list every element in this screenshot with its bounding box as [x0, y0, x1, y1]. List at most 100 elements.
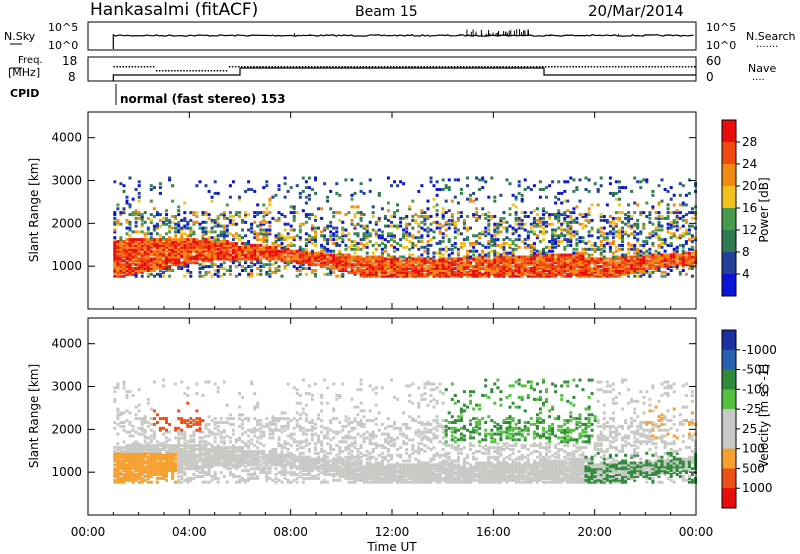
heatmap-cell — [523, 263, 527, 267]
heatmap-cell — [238, 247, 241, 251]
heatmap-cell — [441, 269, 445, 272]
heatmap-cell — [614, 269, 618, 272]
heatmap-cell — [241, 422, 244, 426]
heatmap-cell — [356, 270, 360, 274]
heatmap-cell — [499, 265, 503, 269]
heatmap-cell — [213, 449, 217, 453]
heatmap-cell — [277, 232, 281, 236]
heatmap-cell — [456, 216, 460, 220]
heatmap-cell — [222, 238, 226, 242]
heatmap-cell — [231, 218, 235, 222]
heatmap-cell — [122, 259, 126, 263]
nave-dot — [648, 66, 650, 68]
heatmap-cell — [365, 226, 369, 230]
heatmap-cell — [134, 269, 138, 272]
heatmap-cell — [155, 253, 159, 257]
heatmap-cell — [435, 193, 439, 197]
heatmap-cell — [162, 446, 165, 450]
nave-dot — [332, 66, 334, 68]
heatmap-cell — [250, 224, 254, 228]
heatmap-cell — [590, 234, 594, 238]
heatmap-cell — [639, 180, 643, 184]
heatmap-cell — [675, 263, 679, 267]
heatmap-cell — [225, 453, 229, 457]
heatmap-cell — [380, 255, 384, 259]
heatmap-cell — [517, 263, 521, 267]
nave-dot — [307, 66, 310, 68]
heatmap-cell — [216, 257, 220, 261]
nave-dots — [113, 66, 696, 72]
heatmap-cell — [162, 242, 165, 245]
heatmap-cell — [155, 257, 159, 261]
heatmap-cell — [663, 253, 667, 257]
heatmap-cell — [469, 193, 472, 197]
heatmap-cell — [210, 247, 214, 251]
heatmap-cell — [520, 226, 524, 230]
heatmap-cell — [174, 436, 178, 440]
heatmap-cell — [146, 232, 150, 236]
heatmap-cell — [168, 463, 172, 467]
heatmap-cell — [201, 469, 205, 473]
heatmap-cell — [545, 272, 548, 276]
heatmap-cell — [499, 230, 503, 234]
heatmap-cell — [213, 249, 217, 253]
velocity-heatmap-cells — [113, 378, 697, 484]
heatmap-cell — [262, 232, 266, 236]
heatmap-cell — [204, 422, 208, 426]
heatmap-cell — [201, 243, 205, 247]
nave-dot — [304, 66, 307, 68]
heatmap-cell — [225, 253, 229, 257]
heatmap-cell — [499, 243, 503, 247]
heatmap-cell — [602, 270, 606, 274]
heatmap-cell — [517, 222, 521, 226]
heatmap-cell — [119, 255, 123, 259]
heatmap-cell — [189, 440, 193, 444]
heatmap-cell — [459, 265, 463, 269]
heatmap-cell — [122, 386, 126, 390]
heatmap-cell — [447, 226, 451, 230]
heatmap-cell — [289, 242, 293, 245]
heatmap-cell — [238, 448, 241, 451]
heatmap-cell — [459, 272, 463, 276]
heatmap-cell — [216, 274, 220, 278]
heatmap-cell — [192, 434, 196, 438]
heatmap-cell — [174, 428, 178, 432]
heatmap-cell — [158, 267, 162, 270]
heatmap-cell — [478, 232, 482, 236]
heatmap-cell — [614, 245, 618, 249]
heatmap-cell — [684, 193, 688, 197]
heatmap-cell — [687, 247, 691, 251]
heatmap-cell — [636, 232, 640, 236]
heatmap-cell — [238, 195, 241, 199]
heatmap-cell — [484, 269, 488, 272]
heatmap-cell — [611, 259, 615, 263]
heatmap-cell — [359, 211, 363, 215]
heatmap-cell — [192, 455, 196, 459]
heatmap-cell — [238, 234, 241, 238]
heatmap-cell — [216, 386, 220, 390]
heatmap-cell — [171, 446, 175, 450]
heatmap-cell — [207, 236, 211, 240]
heatmap-cell — [201, 226, 205, 230]
heatmap-cell — [621, 261, 624, 265]
nave-dot — [617, 66, 620, 68]
heatmap-cell — [408, 205, 412, 209]
heatmap-cell — [386, 234, 390, 238]
heatmap-cell — [496, 269, 500, 272]
nave-dot — [660, 66, 663, 68]
heatmap-cell — [149, 236, 153, 240]
heatmap-cell — [453, 267, 457, 270]
heatmap-cell — [560, 272, 564, 276]
heatmap-cell — [441, 267, 445, 270]
heatmap-cell — [438, 272, 442, 276]
heatmap-cell — [140, 461, 144, 465]
heatmap-cell — [417, 189, 421, 193]
heatmap-cell — [487, 261, 491, 265]
heatmap-cell — [158, 243, 162, 247]
heatmap-cell — [505, 261, 509, 265]
heatmap-cell — [137, 251, 141, 255]
heatmap-cell — [645, 267, 649, 270]
heatmap-cell — [532, 274, 536, 278]
heatmap-cell — [359, 247, 363, 251]
heatmap-cell — [116, 243, 120, 247]
